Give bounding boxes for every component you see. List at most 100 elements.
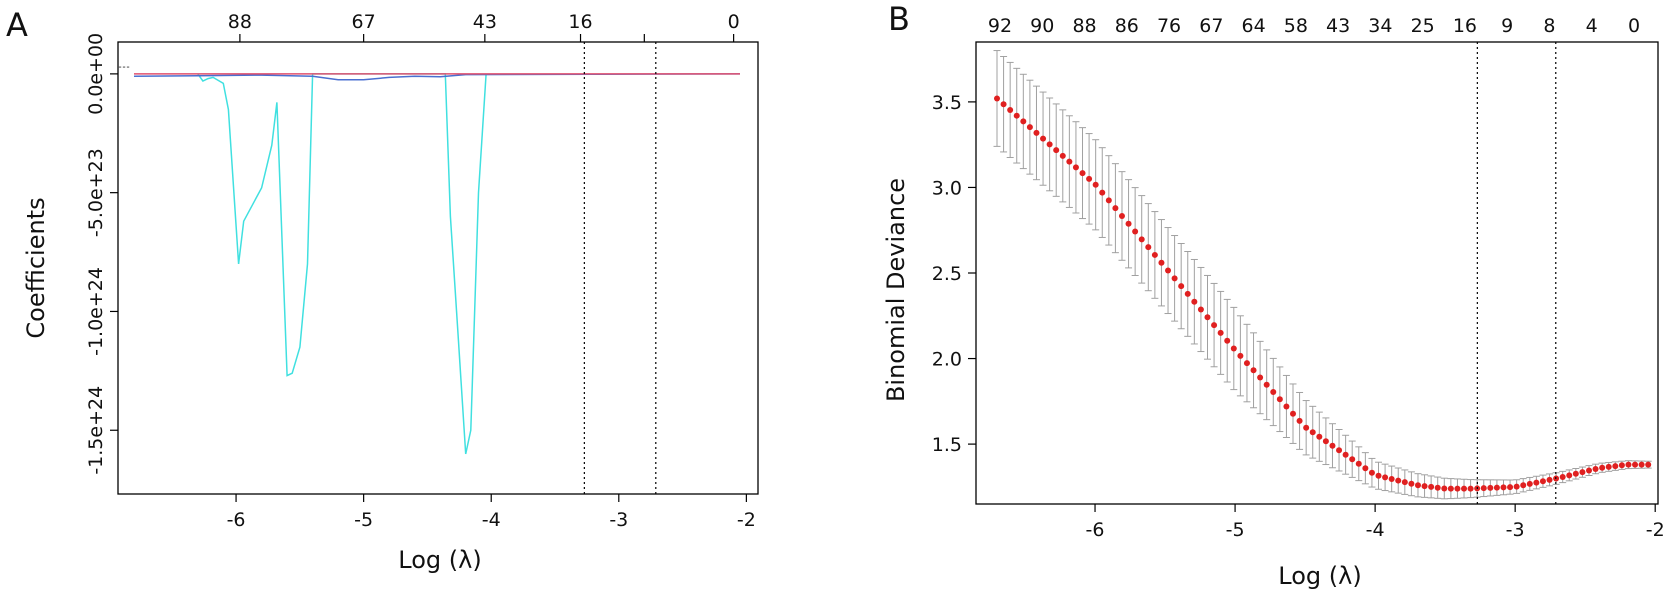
panel-b-point	[1645, 461, 1652, 468]
panel-b-point	[1559, 473, 1566, 480]
panel-b-point	[1368, 469, 1375, 476]
panel-a-reference-lines	[583, 42, 657, 494]
panel-b-top-tick-label: 8	[1543, 15, 1555, 37]
panel-a-x-tick-label: -4	[482, 509, 501, 531]
panel-b-point	[1513, 483, 1520, 490]
panel-b-point	[1217, 329, 1224, 336]
panel-b-point	[1020, 118, 1027, 125]
panel-b-point	[1033, 129, 1040, 136]
panel-b: B -6 -5 -4 -3 -2 92 90 88 86 76 67 64 58 43 34 25 16 9 8 4…	[882, 0, 1665, 590]
panel-a-top-tick-label: 67	[352, 11, 376, 33]
panel-b-point	[1546, 476, 1553, 483]
panel-a-top-axis: 88 67 43 16 0	[228, 11, 740, 42]
panel-b-point	[1158, 259, 1165, 266]
panel-a-y-tick-label: -1.0e+24	[85, 267, 107, 356]
panel-b-point	[1329, 442, 1336, 449]
panel-b-top-tick-label: 86	[1115, 15, 1139, 37]
panel-b-point	[1257, 374, 1264, 381]
panel-a-x-label: Log (λ)	[398, 546, 481, 574]
panel-b-top-tick-label: 67	[1199, 15, 1223, 37]
panel-a-x-tick-label: -3	[609, 509, 628, 531]
panel-b-point	[1204, 314, 1211, 321]
panel-b-point	[1007, 106, 1014, 113]
panel-b-point	[1132, 228, 1139, 235]
panel-b-point	[1171, 275, 1178, 282]
panel-b-point	[1520, 482, 1527, 489]
panel-b-point	[1112, 205, 1119, 212]
panel-b-point	[1362, 465, 1369, 472]
panel-label-b: B	[888, 0, 910, 38]
panel-b-point	[1000, 101, 1007, 108]
panel-b-point	[1434, 484, 1441, 491]
panel-b-top-tick-label: 88	[1072, 15, 1096, 37]
panel-b-top-tick-label: 64	[1242, 15, 1266, 37]
panel-b-point	[1303, 424, 1310, 431]
panel-b-point	[1461, 485, 1468, 492]
panel-b-x-axis: -6 -5 -4 -3 -2	[1086, 504, 1665, 541]
panel-b-point	[1059, 152, 1066, 159]
panel-b-point	[1487, 484, 1494, 491]
panel-b-point	[1079, 170, 1086, 177]
panel-b-point	[1040, 135, 1047, 142]
panel-a-x-tick-label: -2	[737, 509, 756, 531]
panel-b-point	[1572, 470, 1579, 477]
panel-b-point	[1632, 461, 1639, 468]
panel-b-point	[1342, 451, 1349, 458]
panel-b-point	[1125, 220, 1132, 227]
panel-b-point	[1151, 251, 1158, 258]
panel-b-point	[1145, 244, 1152, 251]
panel-b-x-tick-label: -6	[1086, 519, 1105, 541]
panel-b-point	[1605, 463, 1612, 470]
panel-b-point	[1092, 181, 1099, 188]
panel-b-point	[1270, 389, 1277, 395]
panel-b-point	[1566, 472, 1573, 479]
panel-b-x-tick-label: -2	[1646, 519, 1665, 541]
panel-b-point	[1263, 381, 1270, 388]
panel-b-point	[1309, 429, 1316, 436]
panel-a-clipped-marks: ⁃⁃⁃	[118, 63, 130, 72]
panel-a-y-axis: 0.0e+00 -5.0e+23 -1.0e+24 -1.5e+24	[85, 33, 118, 475]
panel-b-y-axis: 1.5 2.0 2.5 3.0 3.5	[932, 92, 976, 456]
panel-b-point	[1533, 479, 1540, 486]
panel-b-point	[1382, 474, 1389, 481]
panel-b-y-tick-label: 3.0	[932, 177, 962, 199]
panel-b-point	[1243, 360, 1250, 367]
panel-b-point	[1585, 467, 1592, 474]
panel-b-point	[1388, 475, 1395, 482]
panel-b-point	[1592, 465, 1599, 472]
panel-b-point	[1046, 141, 1053, 148]
panel-a-x-tick-label: -6	[227, 509, 246, 531]
panel-b-point	[1467, 485, 1474, 492]
panel-a-series-group	[133, 73, 741, 455]
panel-b-point	[1447, 485, 1454, 492]
panel-b-point	[994, 95, 1001, 102]
panel-b-point	[1579, 469, 1586, 476]
panel-b-point	[1013, 112, 1020, 119]
panel-b-point	[1224, 337, 1231, 344]
panel-b-point	[1165, 267, 1172, 274]
panel-a-top-tick-label: 16	[568, 11, 592, 33]
panel-b-y-tick-label: 1.5	[932, 434, 962, 456]
panel-b-point	[1428, 483, 1435, 490]
panel-b-point	[1375, 472, 1382, 479]
panel-b-point	[1053, 147, 1060, 154]
panel-a-top-tick-label: 43	[473, 11, 497, 33]
panel-b-point	[1336, 447, 1343, 454]
panel-a-plot-frame	[117, 41, 759, 495]
panel-b-point	[1441, 485, 1448, 492]
panel-b-top-tick-label: 58	[1284, 15, 1308, 37]
panel-b-y-tick-label: 2.0	[932, 349, 962, 371]
panel-b-point	[1072, 164, 1079, 171]
panel-b-top-tick-label: 34	[1368, 15, 1392, 37]
panel-a-y-label: Coefficients	[22, 197, 50, 338]
panel-b-point	[1250, 367, 1257, 374]
panel-b-point	[1625, 461, 1632, 468]
panel-b-point	[1421, 483, 1428, 490]
panel-a-top-tick-label: 0	[728, 11, 740, 33]
panel-b-point	[1138, 236, 1145, 243]
panel-b-point	[1197, 306, 1204, 313]
panel-b-top-tick-label: 25	[1411, 15, 1435, 37]
panel-b-error-bars	[993, 50, 1652, 500]
panel-b-point	[1454, 485, 1461, 492]
